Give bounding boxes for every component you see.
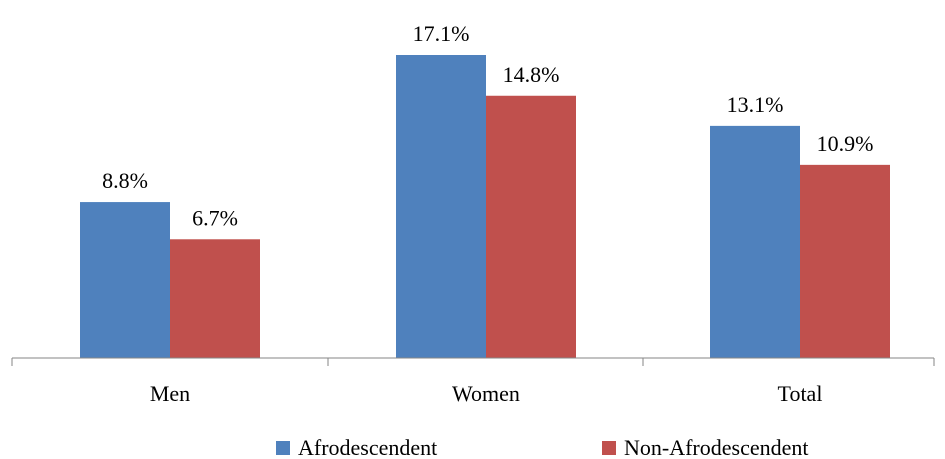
bar-afrodescendent-women <box>396 55 486 358</box>
data-label: 8.8% <box>102 168 148 193</box>
data-label: 17.1% <box>413 21 470 46</box>
bar-non-afrodescendent-women <box>486 95 576 358</box>
bar-non-afrodescendent-total <box>800 164 890 358</box>
bar-afrodescendent-men <box>80 202 170 358</box>
data-label: 13.1% <box>727 92 784 117</box>
bar-non-afrodescendent-men <box>170 239 260 358</box>
legend-swatch <box>602 441 616 455</box>
data-label: 14.8% <box>503 62 560 87</box>
x-tick-label: Men <box>150 381 190 406</box>
legend-label: Afrodescendent <box>298 435 437 459</box>
legend-label: Non-Afrodescendent <box>624 435 809 459</box>
data-label: 6.7% <box>192 205 238 230</box>
x-tick-label: Women <box>452 381 520 406</box>
value-labels-layer: 8.8% 6.7% 17.1% 14.8% 13.1% 10.9% <box>102 21 873 230</box>
category-labels-layer: Men Women Total <box>150 381 823 406</box>
data-label: 10.9% <box>817 131 874 156</box>
legend-swatch <box>276 441 290 455</box>
x-axis <box>11 357 935 366</box>
bars-layer <box>80 55 890 358</box>
legend: Afrodescendent Non-Afrodescendent <box>276 435 809 459</box>
x-tick-label: Total <box>778 381 823 406</box>
bar-afrodescendent-total <box>710 125 800 358</box>
